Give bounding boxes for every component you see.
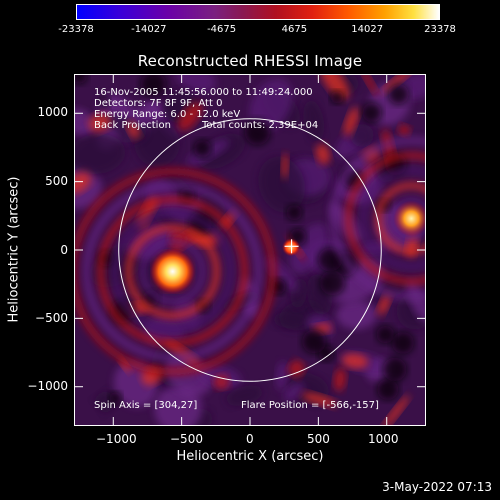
texture-blob: [75, 108, 98, 137]
x-tick-label: −1000: [96, 432, 137, 446]
sidelobe-ring: [329, 137, 425, 301]
texture-streak: [288, 360, 305, 377]
texture-dark: [193, 139, 212, 158]
texture-blob: [289, 223, 328, 274]
colorbar: [76, 4, 440, 20]
texture-streak: [341, 353, 369, 369]
x-tick-label: 1000: [368, 432, 399, 446]
y-axis-title: Heliocentric Y (arcsec): [6, 176, 22, 323]
colorbar-label: -4675: [207, 24, 237, 35]
annotation-flare-position: Flare Position = [-566,-157]: [241, 400, 379, 411]
sidelobe-ring: [97, 195, 249, 347]
texture-blob: [154, 385, 203, 425]
texture-streak: [178, 102, 203, 131]
texture-dark: [382, 357, 407, 382]
x-tick-label: 500: [307, 432, 330, 446]
annotation-detectors: Detectors: 7F 8F 9F, Att 0: [94, 98, 223, 109]
texture-dark: [318, 247, 343, 272]
secondary-source: [393, 200, 425, 237]
texture-dark: [244, 119, 271, 146]
texture-dark: [286, 204, 303, 221]
colorbar-label: -14027: [131, 24, 167, 35]
texture-streak: [382, 395, 410, 425]
plot-area: [74, 74, 426, 426]
annotation-counts: Total counts: 2.39E+04: [202, 120, 319, 131]
texture-dark: [376, 325, 395, 344]
primary-source: [150, 249, 195, 294]
texture-blob: [258, 156, 306, 213]
texture-streak: [320, 75, 350, 100]
sidelobe-ring: [111, 209, 235, 333]
sidelobe-ring: [359, 167, 425, 271]
x-tick-label: 0: [246, 432, 254, 446]
texture-blob: [336, 300, 377, 330]
texture-dark: [362, 102, 382, 123]
sidelobe-ring: [75, 167, 277, 375]
annotation-method: Back Projection: [94, 120, 171, 131]
colorbar-label: 4675: [281, 24, 308, 35]
texture-blob: [75, 133, 126, 175]
sidelobe-ring: [139, 237, 207, 305]
texture-streak: [75, 172, 91, 194]
texture-dark: [109, 392, 122, 405]
texture-streak: [377, 293, 391, 316]
texture-blob: [275, 361, 289, 391]
colorbar-label: 23378: [424, 24, 456, 35]
colorbar-label: 14027: [351, 24, 384, 35]
texture-blob: [406, 281, 425, 323]
texture-streak: [127, 121, 140, 139]
texture-streak: [213, 374, 230, 390]
sidelobe-ring: [83, 181, 263, 361]
texture-dark: [302, 329, 327, 354]
x-tick-label: −500: [170, 432, 203, 446]
y-tick-label: 0: [60, 243, 68, 257]
y-tick-label: 1000: [37, 105, 68, 119]
texture-blob: [350, 123, 374, 147]
texture-dark: [140, 75, 167, 97]
colorbar-label: -23378: [58, 24, 94, 35]
footer-timestamp: 3-May-2022 07:13: [382, 480, 492, 494]
sources: [150, 200, 425, 294]
texture-streak: [381, 75, 416, 93]
x-axis-title: Heliocentric X (arcsec): [176, 449, 324, 464]
texture-streak: [398, 124, 411, 136]
texture-dark: [330, 90, 344, 104]
texture-streak: [302, 392, 337, 407]
texture-dark: [75, 75, 88, 84]
sidelobe-ring: [125, 223, 221, 319]
texture-dark: [388, 83, 409, 105]
texture-streak: [315, 143, 330, 165]
solar-limb: [118, 118, 382, 382]
texture-blob: [283, 382, 305, 402]
y-tick-label: −1000: [27, 379, 68, 393]
texture-dark: [99, 97, 110, 108]
texture-streak: [360, 75, 378, 95]
texture-dark: [391, 331, 414, 355]
texture-dark: [377, 378, 399, 401]
texture-streak: [333, 367, 346, 392]
y-tick-label: 500: [45, 174, 68, 188]
annotation-time: 16-Nov-2005 11:45:56.000 to 11:49:24.000: [94, 87, 313, 98]
texture-blob: [175, 75, 217, 93]
texture-dark: [319, 270, 345, 296]
overlays: [75, 75, 425, 425]
texture-blob: [303, 100, 325, 141]
annotation-energy: Energy Range: 6.0 - 12.0 keV: [94, 109, 241, 120]
annotation-spin-axis: Spin Axis = [304,27]: [94, 400, 198, 411]
y-tick-label: −500: [35, 311, 68, 325]
chart-title: Reconstructed RHESSI Image: [137, 52, 363, 70]
texture-streak: [88, 113, 111, 132]
sidelobe-ring: [344, 152, 425, 286]
texture-streak: [281, 152, 289, 179]
heatmap-image: [75, 75, 425, 425]
texture-blob: [226, 385, 263, 406]
sidelobe-ring: [374, 182, 425, 256]
texture-blob: [249, 78, 293, 132]
texture-streak: [344, 107, 359, 136]
